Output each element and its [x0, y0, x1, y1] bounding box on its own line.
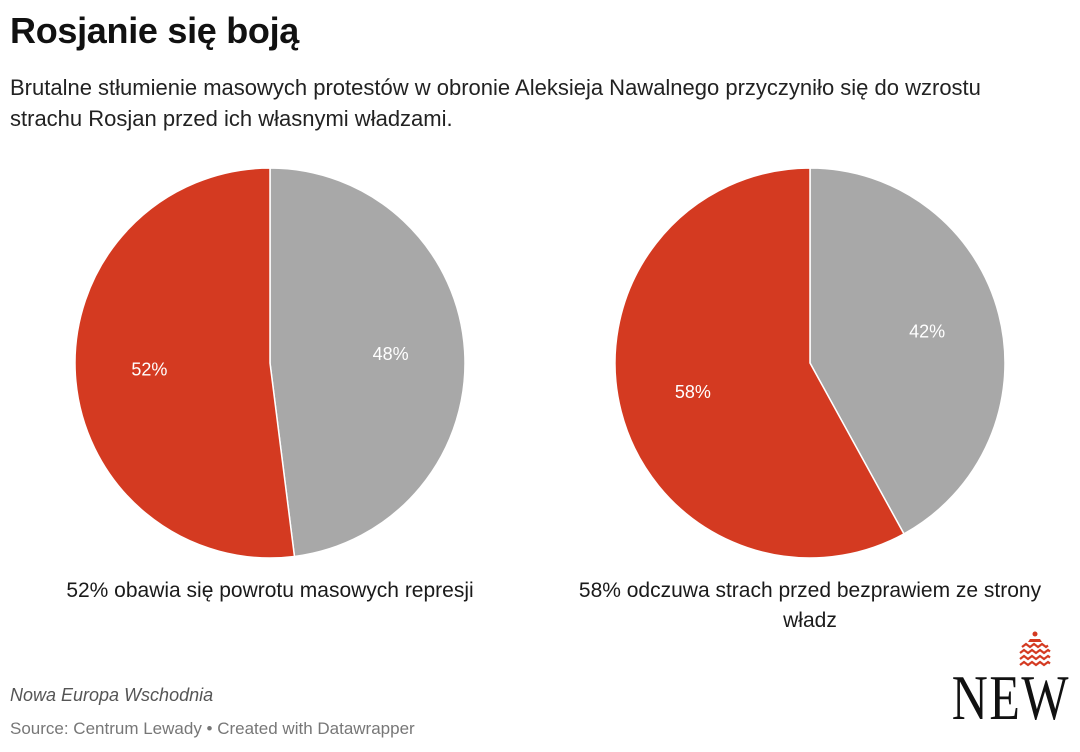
new-logo: NEW [938, 630, 1071, 733]
pie-1-slice-2 [269, 167, 466, 558]
zigzag-waves-icon [1019, 631, 1051, 667]
publisher-name: Nowa Europa Wschodnia [10, 685, 214, 705]
pie-1-caption: 52% obawia się powrotu masowych represji [66, 579, 474, 602]
chart-subtitle: Brutalne stłumienie masowych protestów w… [10, 75, 981, 131]
pie-charts: 48% 52% 42% 58% [74, 167, 1006, 559]
pie-1-slice-1-label: 52% [131, 359, 167, 379]
pie-1-slice-2-label: 48% [373, 344, 409, 364]
pie-2-caption: 58% odczuwa strach przed bezprawiem ze s… [578, 579, 1042, 632]
pie-2-slice-1 [614, 167, 905, 559]
pie-2-slice-2-label: 42% [909, 322, 945, 342]
pie-2-slice-1-label: 58% [675, 382, 711, 402]
pie-2-slice-2 [809, 167, 1006, 535]
chart-title: Rosjanie się boją [10, 10, 299, 51]
logo-text: NEW [951, 662, 1071, 733]
pie-1-slice-1 [74, 167, 296, 559]
source-line: Source: Centrum Lewady • Created with Da… [10, 719, 415, 738]
